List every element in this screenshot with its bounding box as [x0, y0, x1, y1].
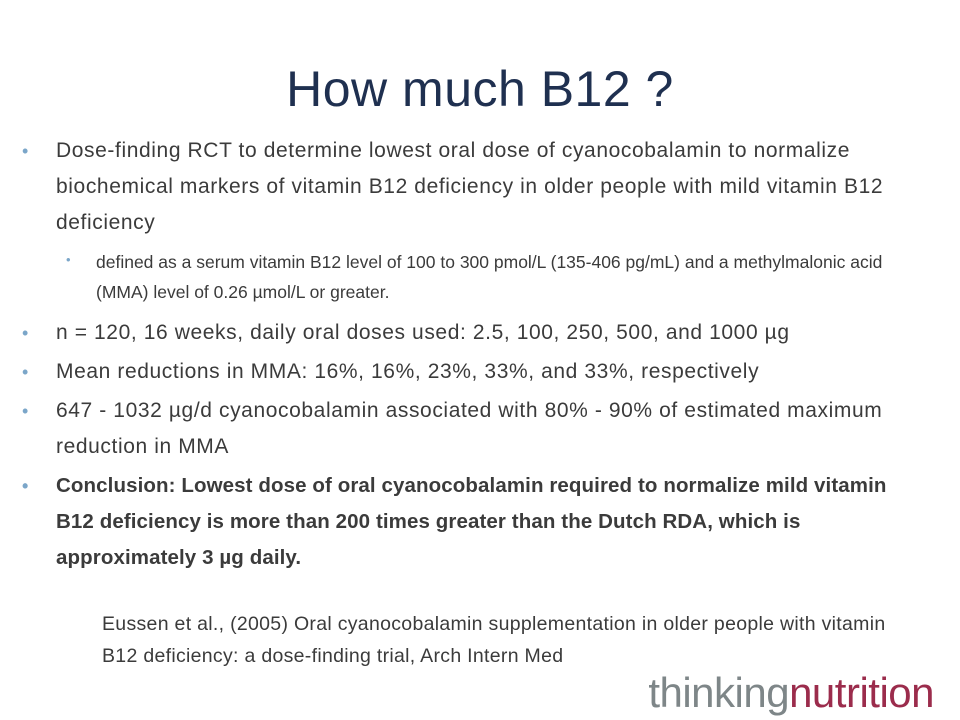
slide-title: How much B12 ? [286, 61, 674, 117]
bullet-list: • Dose-finding RCT to determine lowest o… [22, 133, 922, 579]
logo-part-thinking: thinking [648, 669, 790, 716]
conclusion-text: Conclusion: Lowest dose of oral cyanocob… [56, 474, 887, 569]
bullet-item: • n = 120, 16 weeks, daily oral doses us… [22, 315, 922, 351]
bullet-dot-icon: • [22, 323, 29, 343]
bullet-dot-icon: • [22, 362, 29, 382]
thinking-nutrition-logo: thinkingnutrition [648, 668, 934, 718]
sub-bullet-text: defined as a serum vitamin B12 level of … [96, 252, 883, 302]
bullet-text: 647 - 1032 µg/d cyanocobalamin associate… [56, 399, 883, 458]
bullet-text: Mean reductions in MMA: 16%, 16%, 23%, 3… [56, 360, 760, 383]
bullet-dot-icon: • [22, 141, 29, 161]
bullet-item: • Mean reductions in MMA: 16%, 16%, 23%,… [22, 354, 922, 390]
bullet-dot-icon: • [22, 476, 29, 496]
bullet-dot-icon: • [22, 401, 29, 421]
bullet-item: • Dose-finding RCT to determine lowest o… [22, 133, 922, 241]
sub-bullet-item: • defined as a serum vitamin B12 level o… [22, 247, 922, 307]
sub-bullet-dot-icon: • [66, 252, 71, 267]
conclusion-bullet: • Conclusion: Lowest dose of oral cyanoc… [22, 468, 922, 576]
bullet-text: Dose-finding RCT to determine lowest ora… [56, 139, 884, 234]
bullet-item: • 647 - 1032 µg/d cyanocobalamin associa… [22, 393, 922, 465]
logo-part-nutrition: nutrition [789, 669, 934, 716]
citation: Eussen et al., (2005) Oral cyanocobalami… [102, 613, 886, 667]
bullet-text: n = 120, 16 weeks, daily oral doses used… [56, 321, 790, 344]
